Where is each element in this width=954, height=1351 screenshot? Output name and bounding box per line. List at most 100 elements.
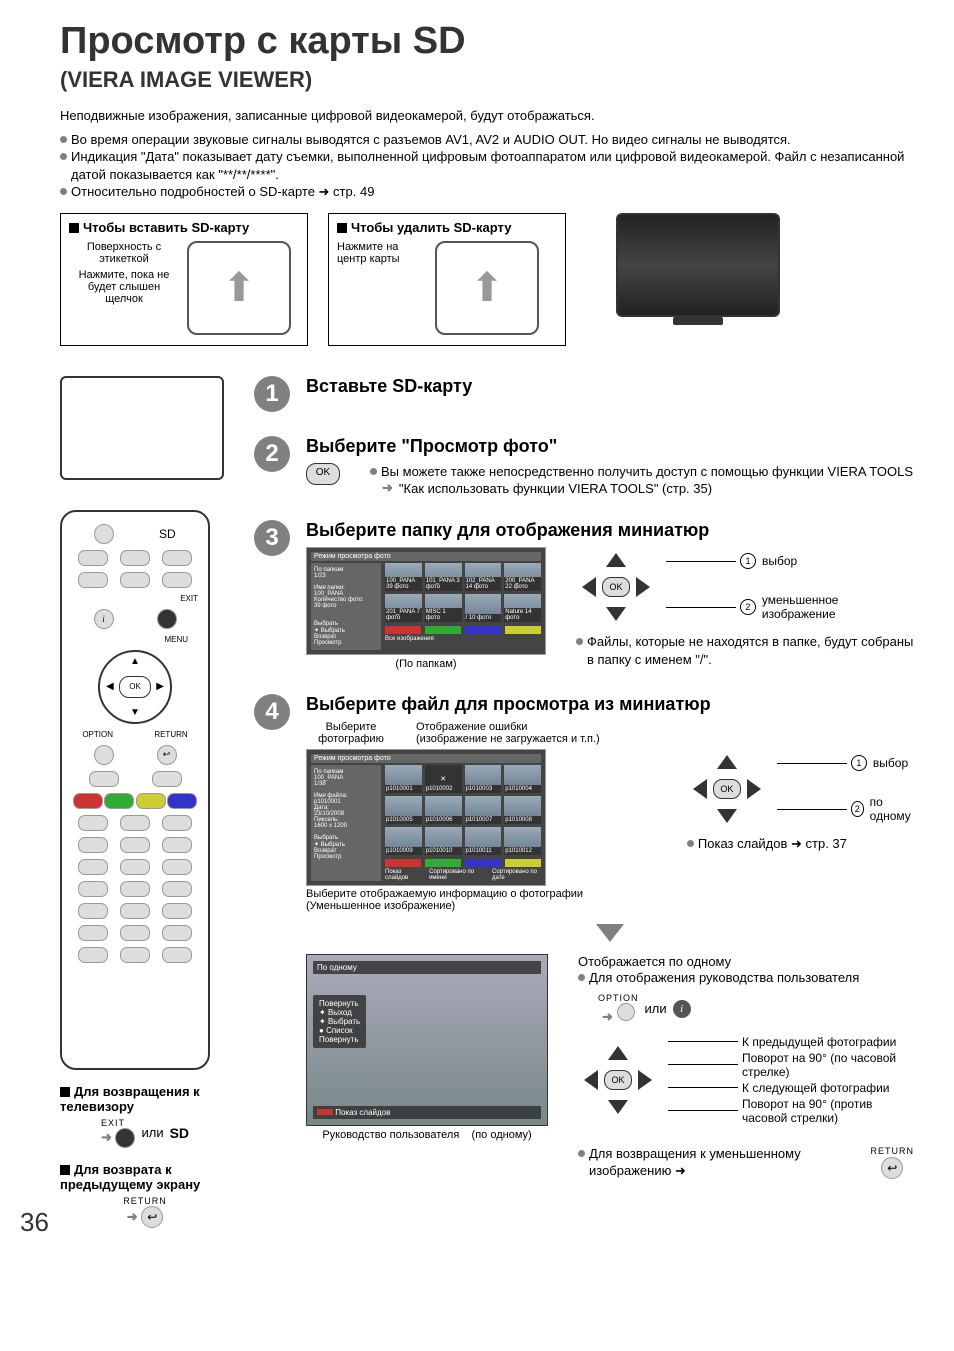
remote-button[interactable] xyxy=(120,572,150,588)
error-label: Отображение ошибки xyxy=(416,721,600,733)
arrow-up-icon xyxy=(606,553,626,567)
remote-button[interactable] xyxy=(78,925,108,941)
remote-button[interactable] xyxy=(120,925,150,941)
remote-button[interactable] xyxy=(78,815,108,831)
arrow-up-icon: ⬆ xyxy=(222,265,256,311)
return-button[interactable]: ↩ xyxy=(881,1157,903,1179)
remote-button[interactable] xyxy=(152,771,182,787)
step-number-badge: 3 xyxy=(254,520,290,556)
remote-button[interactable] xyxy=(120,815,150,831)
bullet-icon xyxy=(60,153,67,160)
yellow-button[interactable] xyxy=(136,793,166,809)
option-button[interactable] xyxy=(94,745,114,765)
sd-slot-icon: ⬆ xyxy=(435,241,539,335)
or-text: или xyxy=(645,1001,667,1016)
blue-button[interactable] xyxy=(167,793,197,809)
or-text: или xyxy=(141,1125,163,1140)
return-button[interactable]: ↩ xyxy=(157,745,177,765)
remote-button[interactable] xyxy=(162,859,192,875)
green-button[interactable] xyxy=(104,793,134,809)
step-number-badge: 2 xyxy=(254,436,290,472)
nav-line: Поворот на 90° (против часовой стрелки) xyxy=(742,1097,914,1125)
step-title: Вставьте SD-карту xyxy=(306,376,914,397)
return-prev-block: Для возврата к предыдущему экрану RETURN… xyxy=(60,1162,230,1228)
step2-note: Вы можете также непосредственно получить… xyxy=(381,463,913,481)
arrow-up-icon: ⬆ xyxy=(470,265,504,311)
remote-button[interactable] xyxy=(78,837,108,853)
info-button-icon: i xyxy=(673,1000,691,1018)
ok-button[interactable]: OK xyxy=(119,676,151,698)
box-title: Чтобы удалить SD-карту xyxy=(337,220,557,235)
remote-button[interactable] xyxy=(162,572,192,588)
insert-label: Нажмите, пока не будет слышен щелчок xyxy=(69,269,179,305)
single-overlay: Повернуть ✦ Выход ✦ Выбрать ● Список Пов… xyxy=(313,995,366,1048)
remote-button[interactable] xyxy=(120,859,150,875)
remote-button[interactable] xyxy=(78,903,108,919)
folder-thumb: / 10 фото xyxy=(465,594,502,622)
info-button[interactable]: i xyxy=(94,609,114,629)
square-icon xyxy=(60,1087,70,1097)
nav-line: К предыдущей фотографии xyxy=(742,1035,896,1049)
arrow-left-icon[interactable]: ◀ xyxy=(106,681,114,692)
remote-button[interactable] xyxy=(78,881,108,897)
remote-button[interactable] xyxy=(162,925,192,941)
exit-button[interactable] xyxy=(157,609,177,629)
arrow-left-icon xyxy=(584,1070,598,1090)
remove-sd-box: Чтобы удалить SD-карту Нажмите на центр … xyxy=(328,213,566,346)
arrow-down-icon xyxy=(608,1100,628,1114)
remote-button[interactable] xyxy=(120,881,150,897)
photo-thumb: p1010006 xyxy=(425,796,462,824)
single-caption2: (по одному) xyxy=(472,1129,532,1141)
remote-button[interactable] xyxy=(162,903,192,919)
arrow-right-icon[interactable]: ▶ xyxy=(156,681,164,692)
remote-button[interactable] xyxy=(94,524,114,544)
remote-button[interactable] xyxy=(162,947,192,963)
remote-button[interactable] xyxy=(78,859,108,875)
red-button[interactable] xyxy=(73,793,103,809)
photo-thumb: p1010004 xyxy=(504,765,541,793)
bullet-icon xyxy=(576,638,583,645)
remote-button[interactable] xyxy=(120,837,150,853)
remote-button[interactable] xyxy=(120,903,150,919)
ann-text: выбор xyxy=(762,554,797,568)
ok-ring[interactable]: ▲ ▼ ◀ ▶ OK xyxy=(98,650,172,724)
option-button-icon xyxy=(617,1003,635,1021)
remote-button[interactable] xyxy=(162,815,192,831)
return-button[interactable]: ↩ xyxy=(141,1206,163,1228)
remote-button[interactable] xyxy=(78,550,108,566)
remote-button[interactable] xyxy=(162,837,192,853)
remote-button[interactable] xyxy=(162,550,192,566)
single-nav-header: Отображается по одному xyxy=(578,954,914,969)
square-icon xyxy=(60,1165,70,1175)
arrow-up-icon[interactable]: ▲ xyxy=(130,656,140,667)
remote-button[interactable] xyxy=(78,947,108,963)
step2-ref: "Как использовать функции VIERA TOOLS" (… xyxy=(399,481,712,496)
exit-button[interactable] xyxy=(115,1128,135,1148)
dpad-icon: OK xyxy=(687,749,767,829)
circled-1-icon: 1 xyxy=(851,755,867,771)
arrow-right-icon: ➜ xyxy=(602,1009,613,1024)
step-2: 2 Выберите "Просмотр фото" OK Вы можете … xyxy=(254,436,914,497)
arrow-down-icon[interactable]: ▼ xyxy=(130,707,140,718)
remote-button[interactable] xyxy=(120,550,150,566)
remote-button[interactable] xyxy=(162,881,192,897)
arrow-right-icon xyxy=(638,1070,652,1090)
remote-button[interactable] xyxy=(78,572,108,588)
ok-button-icon: OK xyxy=(713,779,741,799)
screen-header: Режим просмотра фото xyxy=(311,754,541,763)
remote-button[interactable] xyxy=(89,771,119,787)
bullet-icon xyxy=(687,840,694,847)
arrow-right-icon xyxy=(636,577,650,597)
bullet-icon xyxy=(60,188,67,195)
box-title-text: Чтобы вставить SD-карту xyxy=(83,220,249,235)
bullet-icon xyxy=(60,136,67,143)
screen-caption: (По папкам) xyxy=(306,658,546,670)
tv-small-image xyxy=(60,376,224,480)
remote-button[interactable] xyxy=(120,947,150,963)
photo-thumb: p1010011 xyxy=(465,827,502,855)
insert-sd-box: Чтобы вставить SD-карту Поверхность с эт… xyxy=(60,213,308,346)
step3-note: Файлы, которые не находятся в папке, буд… xyxy=(587,633,914,668)
single-header: По одному xyxy=(313,961,541,974)
photo-thumb: p1010012 xyxy=(504,827,541,855)
return-tv-block: Для возвращения к телевизору EXIT ➜ или … xyxy=(60,1084,230,1148)
